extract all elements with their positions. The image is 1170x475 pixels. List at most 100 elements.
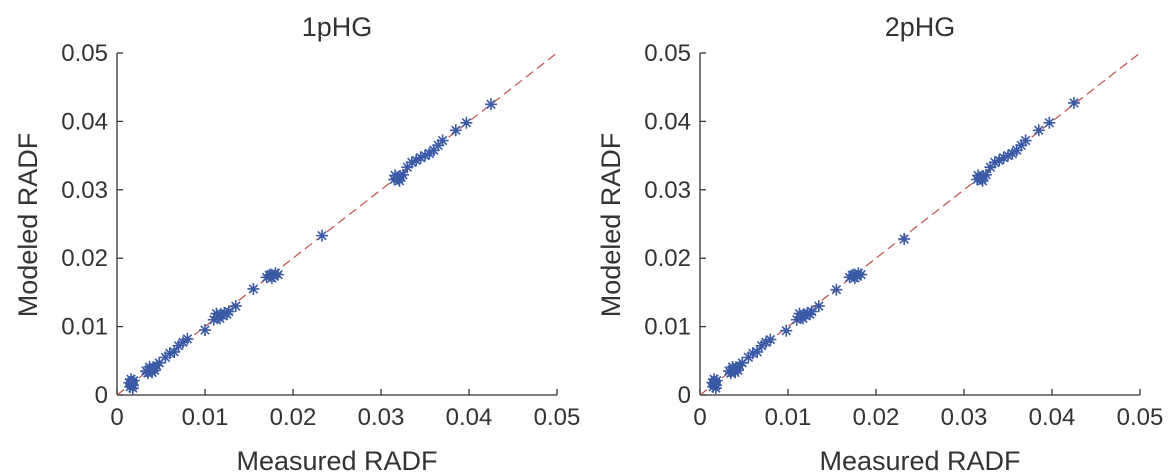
x-tick-label: 0.02	[853, 404, 900, 431]
data-point	[181, 332, 194, 345]
data-point	[980, 168, 992, 181]
y-tick-label: 0	[678, 382, 691, 409]
data-point	[723, 365, 736, 378]
x-axis-label: Measured RADF	[236, 446, 437, 475]
scatter-panel-2pHG: 2pHG Measured RADF Modeled RADF 0 0.01 0.0…	[596, 12, 1163, 475]
data-point	[997, 151, 1010, 164]
data-point	[805, 305, 818, 318]
y-axis-label: Modeled RADF	[13, 133, 43, 318]
data-point	[405, 156, 418, 169]
data-point	[485, 98, 497, 111]
data-point	[830, 283, 843, 296]
data-point	[852, 267, 865, 280]
data-point	[397, 168, 409, 181]
data-point	[848, 272, 861, 285]
data-point	[124, 380, 137, 393]
x-axis-label: Measured RADF	[819, 446, 1020, 475]
data-point	[742, 351, 755, 364]
data-point	[790, 313, 803, 326]
data-point	[393, 174, 406, 187]
y-axis-label: Modeled RADF	[596, 133, 626, 318]
x-tick-label: 0.01	[765, 404, 812, 431]
data-point	[993, 154, 1006, 167]
data-point	[140, 365, 153, 378]
data-point	[410, 154, 423, 167]
x-tick-label: 0.04	[446, 404, 493, 431]
y-tick-label: 0.04	[61, 108, 108, 135]
data-point	[272, 268, 285, 281]
data-point	[449, 124, 462, 137]
x-tick-label: 0.04	[1029, 404, 1076, 431]
data-point	[746, 347, 759, 360]
data-point	[1010, 144, 1023, 157]
data-point	[1032, 124, 1045, 137]
scatter-panel-1pHG: 1pHG Measured RADF Modeled RADF 0 0.01 0.0…	[13, 12, 580, 475]
data-point	[764, 333, 777, 346]
y-tick-label: 0.05	[61, 40, 108, 67]
data-point	[751, 345, 764, 358]
plot-area: 0 0.01 0.02 0.03 0.04 0.05 0 0.01 0.02 0.03 0.04 0.…	[61, 40, 580, 431]
x-tick-label: 0.05	[1117, 404, 1164, 431]
x-tick-label: 0.01	[182, 404, 229, 431]
data-point	[710, 374, 723, 387]
data-point	[389, 169, 402, 182]
data-point	[1043, 116, 1056, 129]
data-point	[793, 307, 806, 320]
data-point	[222, 305, 235, 318]
y-tick-label: 0.01	[644, 314, 691, 341]
y-tick-label: 0.01	[61, 314, 108, 341]
x-tick-label: 0	[110, 404, 123, 431]
data-point	[984, 161, 997, 174]
y-tick-label: 0	[95, 382, 108, 409]
data-point	[848, 268, 860, 281]
y-tick-label: 0.02	[644, 245, 691, 272]
data-point	[736, 356, 749, 369]
data-point	[218, 306, 231, 319]
data-point	[780, 324, 793, 337]
data-point	[855, 268, 868, 281]
data-point	[401, 161, 414, 174]
data-point	[436, 134, 449, 147]
data-point	[247, 282, 260, 295]
data-point	[159, 351, 172, 364]
data-point	[316, 229, 329, 242]
data-point	[199, 324, 211, 337]
data-point	[213, 312, 226, 325]
data-point	[207, 313, 220, 326]
chart-title: 2pHG	[885, 12, 956, 42]
chart-title: 1pHG	[302, 12, 373, 42]
reference-line	[116, 52, 558, 396]
data-point	[229, 300, 242, 313]
y-tick-label: 0.04	[644, 108, 691, 135]
data-point	[972, 169, 985, 182]
data-point	[707, 380, 720, 393]
data-point	[127, 374, 140, 387]
data-point	[125, 373, 138, 386]
y-tick-label: 0.02	[61, 245, 108, 272]
x-tick-label: 0.02	[270, 404, 317, 431]
data-point	[265, 268, 277, 281]
x-tick-label: 0.03	[358, 404, 405, 431]
x-tick-label: 0.03	[941, 404, 988, 431]
data-point	[898, 233, 911, 246]
y-tick-label: 0.03	[61, 177, 108, 204]
data-point	[123, 376, 136, 389]
data-point	[801, 306, 814, 319]
data-point	[146, 366, 159, 379]
data-point	[1068, 96, 1080, 109]
plot-area: 0 0.01 0.02 0.03 0.04 0.05 0 0.01 0.02 0.03 0.04 0.…	[644, 40, 1163, 431]
data-point	[427, 144, 440, 157]
data-point	[812, 300, 825, 313]
data-point	[153, 356, 166, 369]
data-point	[729, 366, 742, 379]
data-point	[1015, 139, 1028, 152]
reference-line	[699, 52, 1141, 396]
data-point	[265, 272, 278, 285]
data-point	[419, 149, 431, 162]
data-point	[163, 347, 176, 360]
x-tick-label: 0	[693, 404, 706, 431]
data-point	[126, 382, 139, 395]
data-point	[210, 307, 223, 320]
data-point	[709, 382, 722, 395]
